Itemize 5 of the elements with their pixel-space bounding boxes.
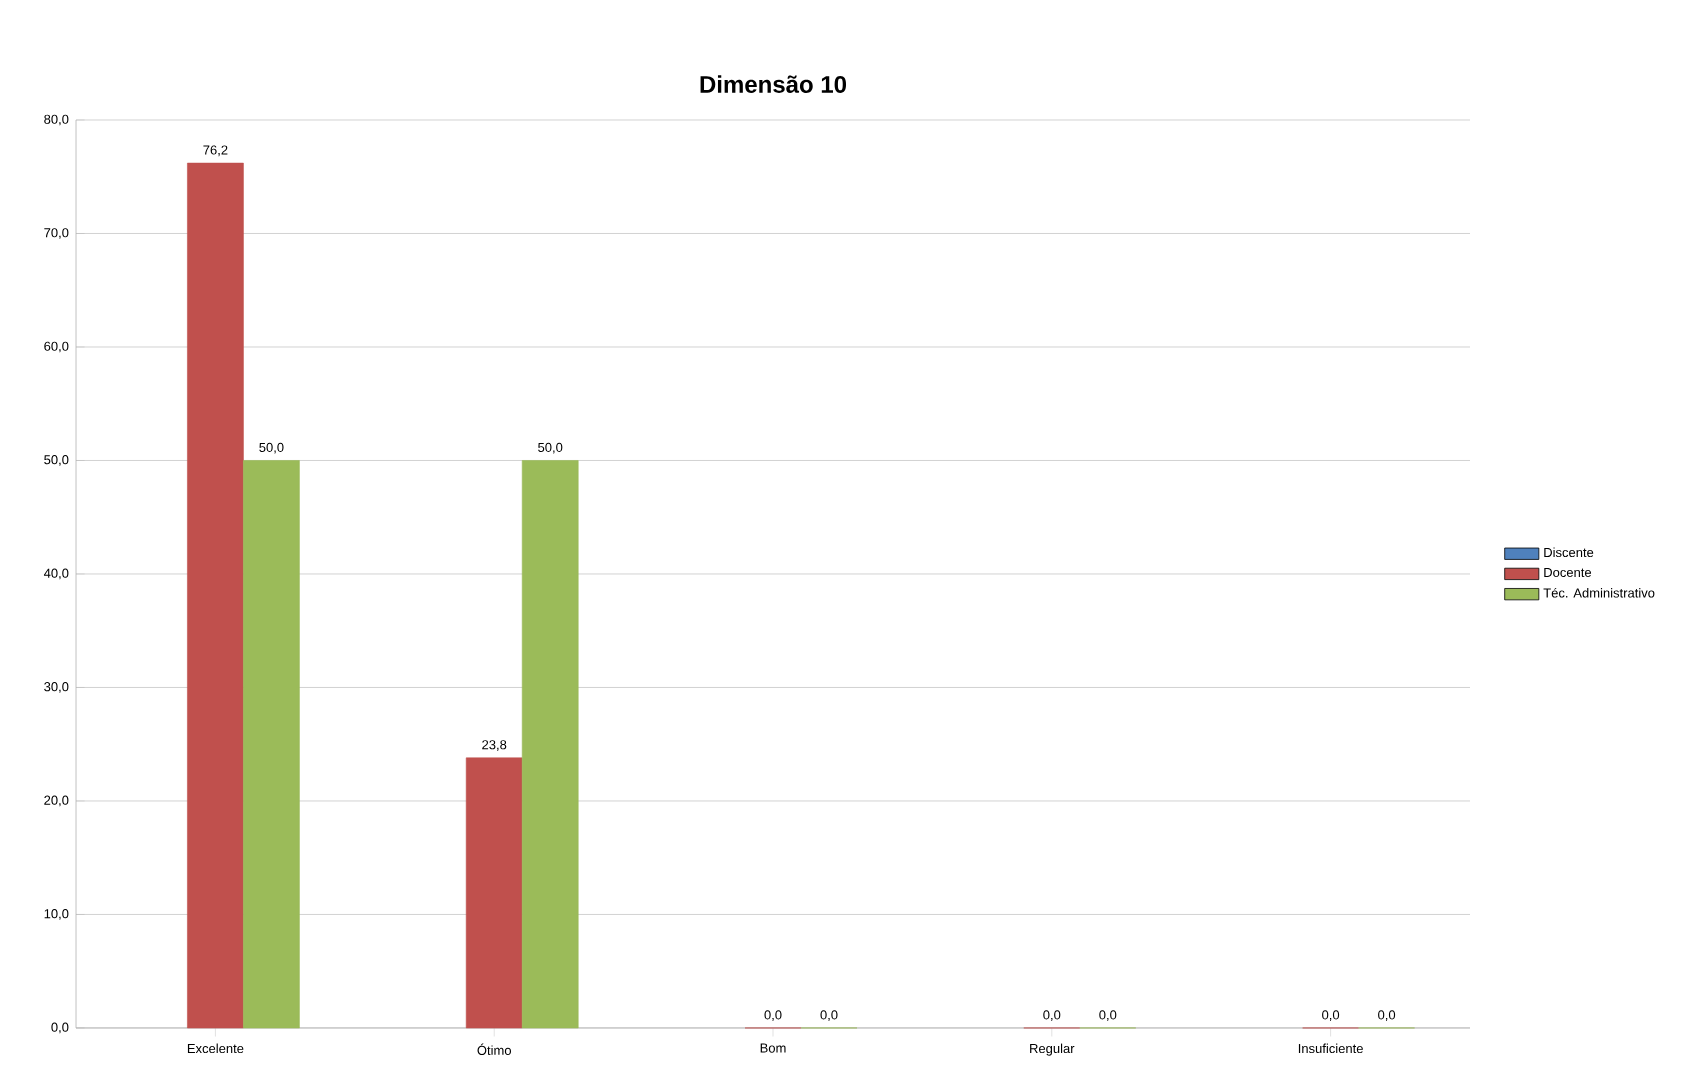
bar: [521, 460, 579, 1029]
bar: [187, 162, 244, 1029]
bar: [243, 460, 300, 1029]
chart-title: Dimensão 10: [700, 75, 847, 93]
bar: [465, 757, 523, 1029]
